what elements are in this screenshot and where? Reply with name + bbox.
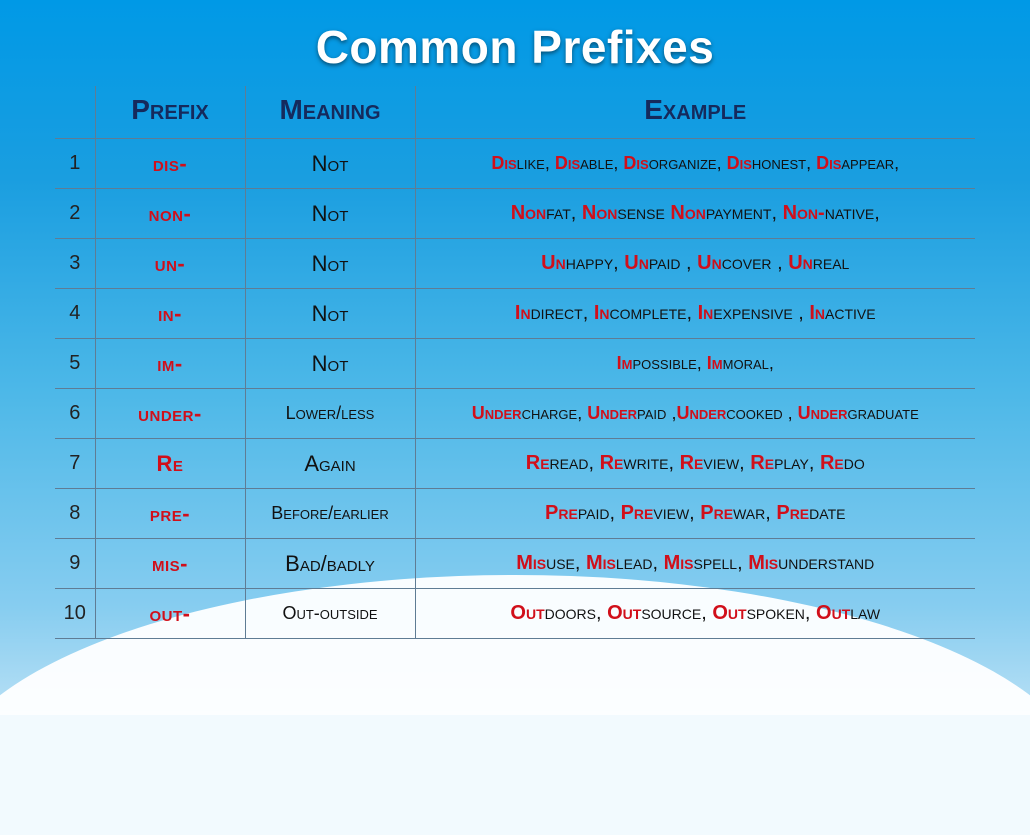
col-prefix: Prefix	[95, 86, 245, 139]
example-cell: Misuse, Mislead, Misspell, Misunderstand	[415, 539, 975, 589]
table-row: 10out-Out-outsideOutdoors, Outsource, Ou…	[55, 589, 975, 639]
meaning-cell: Lower/less	[245, 389, 415, 439]
example-cell: Impossible, Immoral,	[415, 339, 975, 389]
row-number: 2	[55, 189, 95, 239]
prefix-cell: un-	[95, 239, 245, 289]
table-row: 2non-NotNonfat, Nonsense Nonpayment, Non…	[55, 189, 975, 239]
prefix-cell: in-	[95, 289, 245, 339]
row-number: 6	[55, 389, 95, 439]
example-cell: Unhappy, Unpaid , Uncover , Unreal	[415, 239, 975, 289]
prefix-cell: dis-	[95, 139, 245, 189]
prefix-cell: under-	[95, 389, 245, 439]
page-title: Common Prefixes	[55, 20, 975, 74]
row-number: 8	[55, 489, 95, 539]
prefix-cell: Re	[95, 439, 245, 489]
row-number: 5	[55, 339, 95, 389]
col-meaning: Meaning	[245, 86, 415, 139]
example-cell: Indirect, Incomplete, Inexpensive , Inac…	[415, 289, 975, 339]
meaning-cell: Not	[245, 289, 415, 339]
prefix-cell: out-	[95, 589, 245, 639]
prefix-cell: im-	[95, 339, 245, 389]
prefix-cell: pre-	[95, 489, 245, 539]
meaning-cell: Bad/badly	[245, 539, 415, 589]
example-cell: Nonfat, Nonsense Nonpayment, Non-native,	[415, 189, 975, 239]
meaning-cell: Not	[245, 189, 415, 239]
table-row: 8pre-Before/earlierPrepaid, Preview, Pre…	[55, 489, 975, 539]
col-example: Example	[415, 86, 975, 139]
table-row: 6under-Lower/lessUndercharge, Underpaid …	[55, 389, 975, 439]
meaning-cell: Again	[245, 439, 415, 489]
table-row: 5im-NotImpossible, Immoral,	[55, 339, 975, 389]
example-cell: Reread, Rewrite, Review, Replay, Redo	[415, 439, 975, 489]
row-number: 4	[55, 289, 95, 339]
meaning-cell: Not	[245, 239, 415, 289]
row-number: 1	[55, 139, 95, 189]
example-cell: Prepaid, Preview, Prewar, Predate	[415, 489, 975, 539]
row-number: 7	[55, 439, 95, 489]
col-num	[55, 86, 95, 139]
meaning-cell: Out-outside	[245, 589, 415, 639]
meaning-cell: Not	[245, 339, 415, 389]
prefixes-table: Prefix Meaning Example 1dis-NotDislike, …	[55, 86, 975, 639]
table-row: 3un-NotUnhappy, Unpaid , Uncover , Unrea…	[55, 239, 975, 289]
prefix-cell: mis-	[95, 539, 245, 589]
table-row: 7ReAgainReread, Rewrite, Review, Replay,…	[55, 439, 975, 489]
row-number: 9	[55, 539, 95, 589]
example-cell: Undercharge, Underpaid ,Undercooked , Un…	[415, 389, 975, 439]
row-number: 10	[55, 589, 95, 639]
row-number: 3	[55, 239, 95, 289]
prefix-cell: non-	[95, 189, 245, 239]
table-row: 1dis-NotDislike, Disable, Disorganize, D…	[55, 139, 975, 189]
table-row: 9mis-Bad/badlyMisuse, Mislead, Misspell,…	[55, 539, 975, 589]
meaning-cell: Not	[245, 139, 415, 189]
example-cell: Dislike, Disable, Disorganize, Dishonest…	[415, 139, 975, 189]
table-header-row: Prefix Meaning Example	[55, 86, 975, 139]
example-cell: Outdoors, Outsource, Outspoken, Outlaw	[415, 589, 975, 639]
table-row: 4in-NotIndirect, Incomplete, Inexpensive…	[55, 289, 975, 339]
meaning-cell: Before/earlier	[245, 489, 415, 539]
